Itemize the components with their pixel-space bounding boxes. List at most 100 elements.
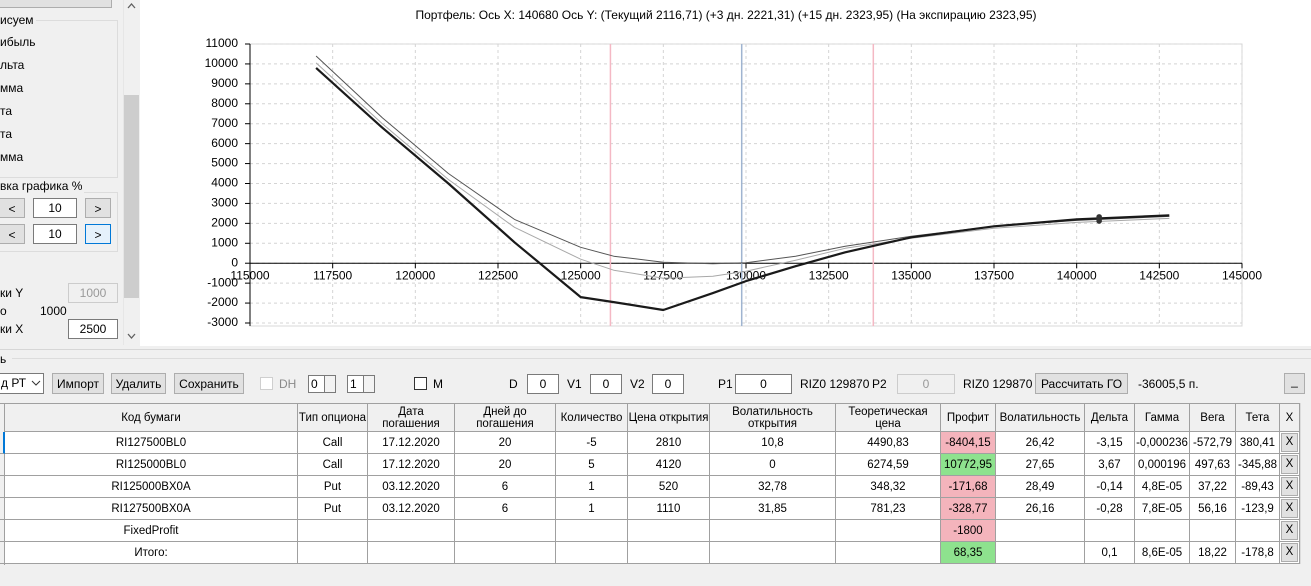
table-cell[interactable]: 18,22 <box>1190 542 1236 564</box>
table-cell[interactable]: 37,22 <box>1190 476 1236 498</box>
table-cell[interactable]: FixedProfit <box>5 520 298 542</box>
table-cell[interactable]: 6274,59 <box>836 454 941 476</box>
table-cell[interactable] <box>368 542 455 564</box>
table-cell[interactable] <box>628 542 710 564</box>
table-cell[interactable]: 1 <box>556 476 628 498</box>
x-step-input[interactable]: 2500 <box>68 319 118 339</box>
table-cell[interactable]: 0 <box>710 454 836 476</box>
table-cell[interactable]: RI125000BX0A <box>5 476 298 498</box>
row-selector[interactable] <box>0 498 5 520</box>
table-cell[interactable] <box>1085 520 1135 542</box>
column-header[interactable]: Код бумаги <box>5 404 298 432</box>
column-header[interactable]: Тип опциона <box>298 404 368 432</box>
table-cell[interactable]: 10,8 <box>710 432 836 454</box>
table-cell[interactable]: Put <box>298 498 368 520</box>
decrease-button[interactable]: < <box>0 198 25 218</box>
table-cell[interactable] <box>836 520 941 542</box>
field-input[interactable]: 0 <box>652 374 684 394</box>
spin-input[interactable]: 0 <box>308 375 325 393</box>
table-cell[interactable]: RI127500BX0A <box>5 498 298 520</box>
table-cell[interactable]: 0,000196 <box>1135 454 1190 476</box>
table-cell[interactable]: 26,16 <box>996 498 1085 520</box>
table-cell[interactable] <box>710 542 836 564</box>
m-checkbox[interactable] <box>414 377 427 390</box>
table-cell[interactable]: 7,8E-05 <box>1135 498 1190 520</box>
table-cell[interactable]: Итого: <box>5 542 298 564</box>
scale-input[interactable]: 10 <box>33 198 77 218</box>
table-cell[interactable] <box>298 542 368 564</box>
table-cell[interactable]: 5 <box>556 454 628 476</box>
table-cell[interactable]: 1 <box>556 498 628 520</box>
spin-input[interactable]: 1 <box>347 375 364 393</box>
table-cell[interactable]: 17.12.2020 <box>368 432 455 454</box>
table-cell[interactable]: -89,43 <box>1236 476 1280 498</box>
scrollbar-thumb[interactable] <box>124 95 139 298</box>
table-cell[interactable]: -5 <box>556 432 628 454</box>
option-label[interactable]: ибыль <box>0 35 36 49</box>
table-cell[interactable]: 380,41 <box>1236 432 1280 454</box>
column-header[interactable]: Дельта <box>1085 404 1135 432</box>
table-cell[interactable]: 28,49 <box>996 476 1085 498</box>
table-cell[interactable]: 31,85 <box>710 498 836 520</box>
table-cell[interactable]: 8,6E-05 <box>1135 542 1190 564</box>
table-cell[interactable]: RI125000BL0 <box>5 454 298 476</box>
table-cell[interactable]: -178,8 <box>1236 542 1280 564</box>
table-cell[interactable]: 520 <box>628 476 710 498</box>
table-cell[interactable] <box>628 520 710 542</box>
row-selector[interactable] <box>0 542 5 564</box>
column-header[interactable]: Дата погашения <box>368 404 455 432</box>
table-cell[interactable]: -0,14 <box>1085 476 1135 498</box>
table-cell[interactable] <box>368 520 455 542</box>
column-header[interactable]: Волатильность <box>996 404 1085 432</box>
delete-button[interactable]: X <box>1281 543 1298 562</box>
table-cell[interactable]: 2810 <box>628 432 710 454</box>
option-label[interactable]: льта <box>0 58 25 72</box>
option-label[interactable]: мма <box>0 150 24 164</box>
column-header[interactable]: Гамма <box>1135 404 1190 432</box>
table-cell[interactable] <box>556 520 628 542</box>
profit-cell[interactable]: -8404,15 <box>941 432 996 454</box>
column-header[interactable]: Волатильность открытия <box>710 404 836 432</box>
column-header[interactable]: Профит <box>941 404 996 432</box>
dh-checkbox[interactable] <box>260 377 273 390</box>
delete-button[interactable]: X <box>1281 455 1298 474</box>
toolbar-button[interactable]: Сохранить <box>174 373 244 394</box>
profit-cell[interactable]: 10772,95 <box>941 454 996 476</box>
table-cell[interactable] <box>298 520 368 542</box>
spin-buttons[interactable] <box>363 375 375 393</box>
table-cell[interactable]: 56,16 <box>1190 498 1236 520</box>
table-cell[interactable]: -0,000236 <box>1135 432 1190 454</box>
table-cell[interactable]: -123,9 <box>1236 498 1280 520</box>
y-step-input[interactable]: 1000 <box>68 283 118 303</box>
table-cell[interactable] <box>996 542 1085 564</box>
delete-button[interactable]: X <box>1281 477 1298 496</box>
field-input[interactable]: 0 <box>735 374 792 394</box>
table-cell[interactable]: 6 <box>455 498 556 520</box>
table-cell[interactable] <box>556 542 628 564</box>
delete-button[interactable]: X <box>1281 499 1298 518</box>
row-selector[interactable] <box>0 520 5 542</box>
column-header[interactable]: Цена открытия <box>628 404 710 432</box>
scroll-arrows[interactable] <box>123 0 140 345</box>
calc-button[interactable]: Рассчитать ГО <box>1035 373 1128 394</box>
option-label[interactable]: та <box>0 127 13 141</box>
column-header[interactable]: X <box>1280 404 1300 432</box>
field-input[interactable]: 0 <box>590 374 622 394</box>
table-cell[interactable]: 20 <box>455 432 556 454</box>
table-cell[interactable]: 4,8E-05 <box>1135 476 1190 498</box>
minimize-button[interactable]: _ <box>1284 373 1305 394</box>
delete-button[interactable]: X <box>1281 521 1298 540</box>
table-cell[interactable]: 20 <box>455 454 556 476</box>
toolbar-button[interactable]: Импорт <box>52 373 104 394</box>
table-cell[interactable]: Put <box>298 476 368 498</box>
spin-buttons[interactable] <box>324 375 336 393</box>
column-header[interactable]: Дней до погашения <box>455 404 556 432</box>
scale-input[interactable]: 10 <box>33 224 77 244</box>
profit-cell[interactable]: -328,77 <box>941 498 996 520</box>
option-label[interactable]: та <box>0 104 13 118</box>
table-cell[interactable]: 0,1 <box>1085 542 1135 564</box>
row-selector[interactable] <box>0 454 5 476</box>
table-cell[interactable]: 32,78 <box>710 476 836 498</box>
decrease-button[interactable]: < <box>0 224 25 244</box>
table-cell[interactable]: RI127500BL0 <box>5 432 298 454</box>
